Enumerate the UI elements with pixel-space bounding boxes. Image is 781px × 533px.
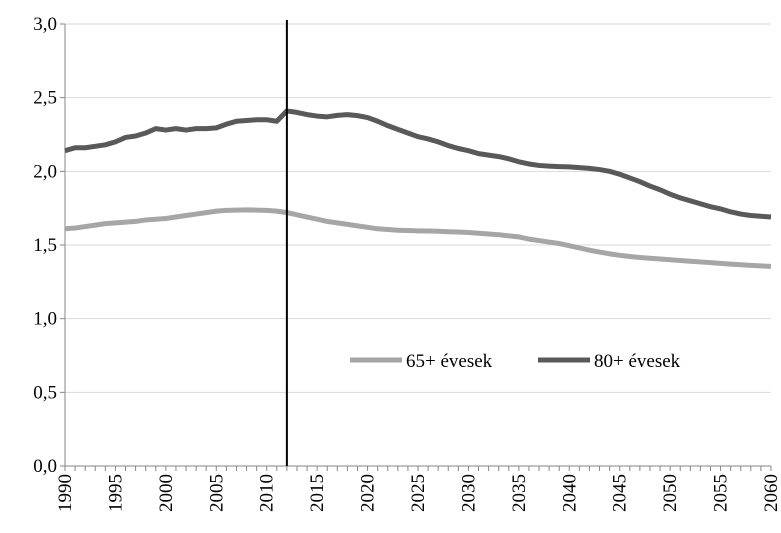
series-line-80plus bbox=[64, 108, 772, 220]
legend-label-65plus: 65+ évesek bbox=[406, 351, 493, 372]
y-tick-label: 1,0 bbox=[33, 309, 57, 330]
x-tick-label: 1995 bbox=[105, 474, 126, 512]
y-tick-label: 1,5 bbox=[33, 235, 57, 256]
x-tick-label: 2010 bbox=[257, 474, 278, 512]
y-tick-label: 0,0 bbox=[33, 456, 57, 477]
y-tick-label: 2,0 bbox=[33, 161, 57, 182]
x-tick-label: 2015 bbox=[307, 474, 328, 512]
axes: 0,0 0,5 1,0 1,5 2,0 2,5 3,0 1990 1995 2000 2005 201… bbox=[33, 14, 781, 512]
x-tick-label: 2000 bbox=[156, 474, 177, 512]
series-line-65plus bbox=[64, 207, 772, 269]
x-tick-label: 2025 bbox=[408, 474, 429, 512]
y-tick-label: 0,5 bbox=[33, 382, 57, 403]
x-tick-label: 2050 bbox=[660, 474, 681, 512]
legend: 65+ évesek 80+ évesek bbox=[350, 351, 681, 372]
series-lines bbox=[64, 108, 772, 269]
legend-label-80plus: 80+ évesek bbox=[594, 351, 681, 372]
gridlines bbox=[65, 23, 771, 393]
x-tick-label: 1990 bbox=[55, 474, 76, 512]
y-tick-label: 3,0 bbox=[33, 14, 57, 35]
y-tick-label: 2,5 bbox=[33, 88, 57, 109]
x-tick-label: 2020 bbox=[358, 474, 379, 512]
x-tick-label: 2030 bbox=[458, 474, 479, 512]
x-tick-label: 2060 bbox=[761, 474, 781, 512]
x-tick-label: 2040 bbox=[559, 474, 580, 512]
x-tick-label: 2045 bbox=[610, 474, 631, 512]
x-tick-label: 2005 bbox=[206, 474, 227, 512]
x-tick-label: 2035 bbox=[509, 474, 530, 512]
x-tick-label: 2055 bbox=[711, 474, 732, 512]
